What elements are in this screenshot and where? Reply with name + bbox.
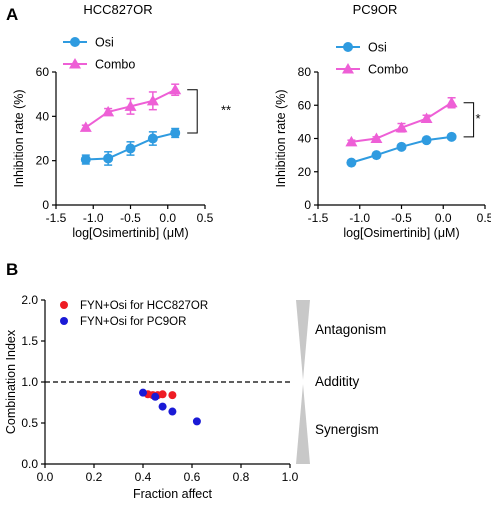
y-tick-label: 20: [298, 165, 312, 179]
data-point-hcc827or: [158, 390, 167, 399]
data-point-osi: [170, 127, 181, 138]
data-point-combo: [420, 112, 433, 124]
legend-label: Osi: [368, 41, 387, 55]
data-point-combo: [445, 96, 458, 108]
x-tick-label: 0.0: [435, 211, 452, 225]
antagonism-wedge: [296, 300, 310, 380]
chart-hcc827or: HCC827OR 0 20 40 60 -1.5 -1.0 -0.5 0.0 0.5 log[Osi…: [12, 2, 231, 240]
data-point-osi: [346, 157, 357, 168]
chart-title: PC9OR: [353, 2, 398, 17]
x-tick-label: 0.5: [197, 211, 214, 225]
x-tick-label: 0.4: [135, 470, 152, 484]
data-point-combo: [345, 135, 358, 147]
legend-marker: [342, 63, 354, 74]
y-axis-title: Combination Index: [4, 329, 18, 434]
data-point-osi: [125, 143, 136, 154]
x-tick-label: 0.5: [477, 211, 491, 225]
legend-label: Combo: [95, 58, 135, 72]
legend-marker: [60, 317, 68, 325]
y-tick-label: 40: [36, 109, 50, 123]
significance-label: *: [475, 111, 480, 126]
data-point-pc9or: [151, 392, 160, 401]
x-tick-label: -1.5: [308, 211, 329, 225]
y-axis-title: Inhibition rate (%): [274, 90, 288, 188]
data-point-pc9or: [192, 417, 201, 426]
x-axis-title: log[Osimertinib] (μM): [72, 226, 188, 240]
data-point-osi: [446, 131, 457, 142]
x-tick-label: 0.0: [37, 470, 54, 484]
y-tick-label: 0.5: [21, 416, 38, 430]
chart-title: HCC827OR: [83, 2, 152, 17]
data-point-combo: [124, 100, 137, 111]
data-point-osi: [371, 150, 382, 161]
significance-label: **: [221, 102, 231, 117]
x-tick-label: -0.5: [120, 211, 141, 225]
panel-label-b: B: [6, 260, 18, 279]
legend-marker: [70, 37, 80, 47]
annotation-antagonism: Antagonism: [315, 322, 386, 337]
data-point-combo: [79, 121, 92, 132]
y-tick-label: 60: [36, 65, 50, 79]
data-point-combo: [169, 83, 182, 95]
data-point-pc9or: [168, 407, 177, 416]
chart-pc9or: PC9OR 0 20 40 60 80 -1.5 -1.0 -0.5 0.0 0.5 log[Osim…: [274, 2, 491, 240]
x-tick-label: -1.5: [46, 211, 67, 225]
y-axis-title: Inhibition rate (%): [12, 90, 26, 188]
data-point-combo: [370, 132, 383, 143]
y-tick-label: 0.0: [21, 457, 38, 471]
y-tick-label: 2.0: [21, 293, 38, 307]
data-point-hcc827or: [168, 391, 177, 400]
data-point-combo: [146, 94, 159, 106]
data-point-combo: [102, 105, 115, 117]
x-tick-label: -1.0: [349, 211, 370, 225]
x-tick-label: 0.8: [233, 470, 250, 484]
y-tick-label: 40: [298, 132, 312, 146]
x-tick-label: 0.6: [184, 470, 201, 484]
synergism-wedge: [296, 384, 310, 464]
panel-label-a: A: [6, 5, 18, 24]
x-tick-label: 0.2: [86, 470, 103, 484]
data-point-osi: [421, 135, 432, 146]
y-tick-label: 0: [42, 198, 49, 212]
significance-bracket: [463, 102, 475, 138]
data-point-osi: [147, 133, 158, 144]
y-tick-label: 60: [298, 98, 312, 112]
legend-label: Combo: [368, 63, 408, 77]
annotation-additity: Additity: [315, 374, 360, 389]
legend-marker: [69, 58, 81, 69]
data-point-pc9or: [158, 402, 167, 411]
legend-label: Osi: [95, 36, 114, 50]
chart-combination-index: 0.0 0.5 1.0 1.5 2.0 0.0 0.2 0.4 0.6 0.8 1.0 Fractio…: [4, 293, 386, 501]
x-tick-label: -1.0: [83, 211, 104, 225]
legend-label: FYN+Osi for PC9OR: [80, 316, 186, 328]
legend-marker: [60, 301, 68, 309]
legend-marker: [343, 42, 353, 52]
data-point-osi: [396, 141, 407, 152]
x-tick-label: -0.5: [391, 211, 412, 225]
x-axis-title: Fraction affect: [133, 487, 213, 501]
x-tick-label: 0.0: [159, 211, 176, 225]
data-point-combo: [395, 121, 408, 133]
y-tick-label: 1.0: [21, 375, 38, 389]
y-tick-label: 1.5: [21, 334, 38, 348]
y-tick-label: 20: [36, 154, 50, 168]
y-tick-label: 0: [304, 198, 311, 212]
significance-bracket: [187, 89, 198, 134]
x-axis-title: log[Osimertinib] (μM): [343, 226, 459, 240]
legend-label: FYN+Osi for HCC827OR: [80, 300, 208, 312]
data-point-osi: [80, 154, 91, 165]
data-point-osi: [103, 153, 114, 164]
annotation-synergism: Synergism: [315, 422, 379, 437]
y-tick-label: 80: [298, 65, 312, 79]
data-point-pc9or: [139, 388, 147, 397]
x-tick-label: 1.0: [282, 470, 299, 484]
